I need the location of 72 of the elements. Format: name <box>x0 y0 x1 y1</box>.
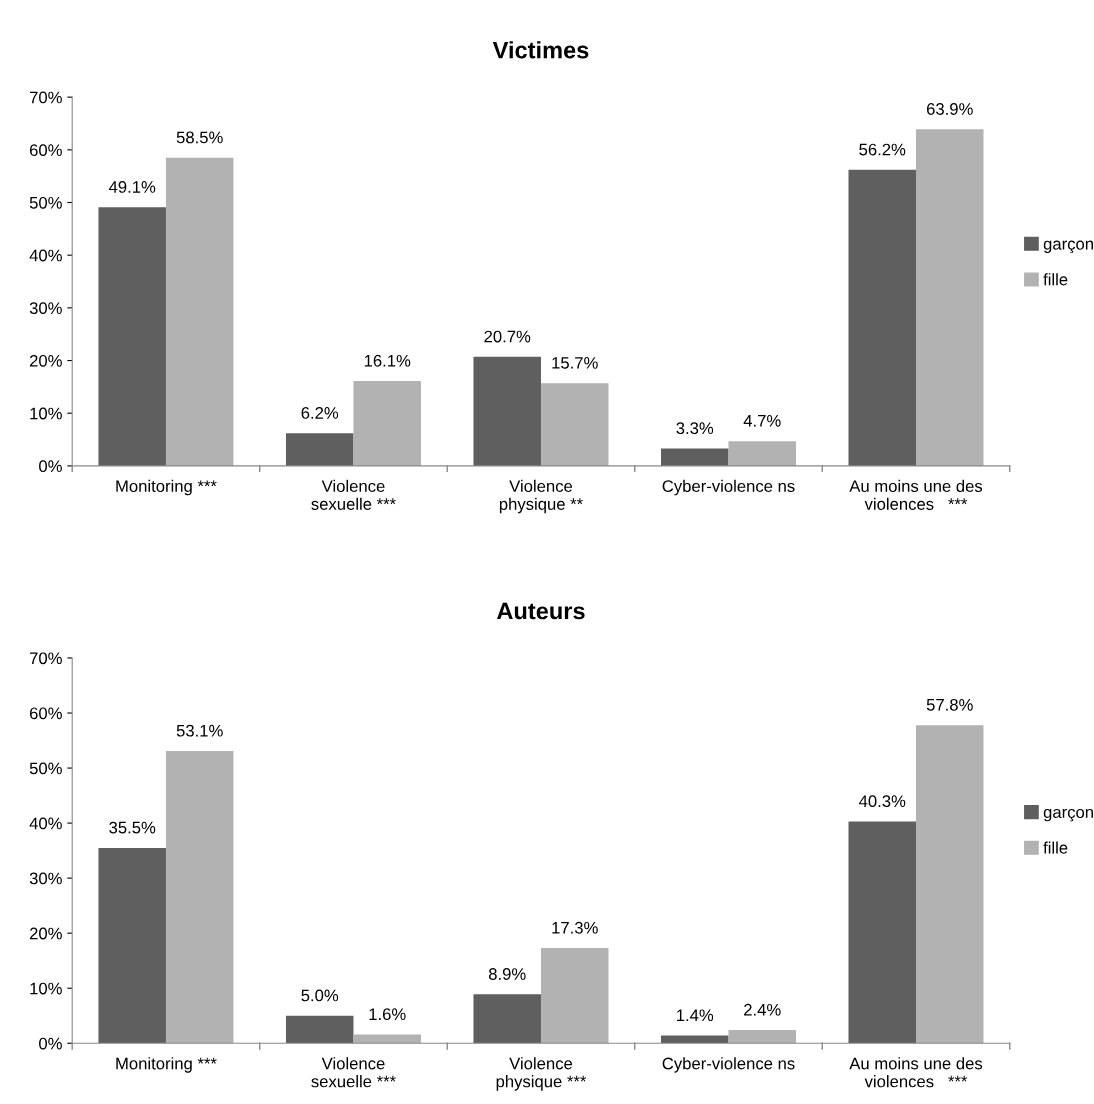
legend-label: fille <box>1043 841 1068 854</box>
y-tick-label: 70% <box>29 91 62 104</box>
bar <box>285 1015 354 1044</box>
x-tick-label: Violence physique *** <box>496 1057 587 1091</box>
bar <box>660 448 729 466</box>
y-tick-label: 0% <box>39 1037 62 1050</box>
data-label: 5.0% <box>301 989 339 1002</box>
legend-label: garçon <box>1043 240 1093 254</box>
x-tick-label: Cyber-violence ns <box>662 479 795 496</box>
x-tick-label: Au moins une des violences *** <box>849 1057 983 1088</box>
y-tick-label: 50% <box>29 196 62 209</box>
bar <box>728 441 796 466</box>
bar <box>165 157 234 466</box>
y-tick-label: 10% <box>30 407 62 420</box>
chart-title: Victimes <box>492 41 589 59</box>
x-tick-label: Violence physique ** <box>499 479 583 514</box>
y-tick-label: 70% <box>29 652 62 665</box>
data-label: 53.1% <box>176 724 223 737</box>
data-label: 16.1% <box>364 354 411 367</box>
data-label: 15.7% <box>552 357 598 369</box>
legend-label: garçon <box>1043 808 1093 822</box>
bar <box>353 381 421 466</box>
data-label: 63.9% <box>926 103 973 115</box>
legend-label: fille <box>1043 273 1068 286</box>
bar <box>165 751 234 1044</box>
y-tick-label: 40% <box>29 817 62 830</box>
data-label: 3.3% <box>676 422 714 435</box>
bar <box>98 207 166 466</box>
data-label: 1.6% <box>369 1008 406 1021</box>
data-label: 35.5% <box>109 821 156 834</box>
data-label: 20.7% <box>484 330 531 343</box>
bar <box>540 948 609 1044</box>
bar <box>848 821 917 1044</box>
bar <box>728 1030 796 1044</box>
x-tick-label: Violence sexuelle *** <box>311 479 396 510</box>
x-tick-label: Monitoring *** <box>116 479 217 496</box>
data-label: 6.2% <box>301 407 339 419</box>
chart-title: Auteurs <box>496 602 585 620</box>
bar <box>540 383 609 466</box>
bar <box>916 725 984 1044</box>
data-label: 2.4% <box>744 1003 781 1016</box>
data-label: 8.9% <box>488 968 526 980</box>
y-tick-label: 30% <box>29 872 62 885</box>
data-label: 56.2% <box>859 143 906 156</box>
y-tick-label: 20% <box>29 354 62 367</box>
x-tick-label: Monitoring *** <box>116 1057 217 1073</box>
x-tick-label: Cyber-violence ns <box>662 1057 795 1073</box>
y-tick-label: 0% <box>39 460 62 473</box>
bar <box>98 847 166 1044</box>
bar <box>285 433 354 466</box>
bar <box>660 1035 729 1044</box>
bar <box>473 356 541 466</box>
y-tick-label: 20% <box>29 927 62 940</box>
data-label: 4.7% <box>743 415 781 427</box>
data-label: 49.1% <box>108 181 156 193</box>
y-tick-label: 60% <box>29 144 62 157</box>
y-tick-label: 30% <box>29 302 62 315</box>
data-label: 40.3% <box>859 795 906 808</box>
bar <box>473 994 541 1044</box>
x-tick-label: Violence sexuelle *** <box>311 1057 396 1088</box>
bar <box>916 129 984 466</box>
y-tick-label: 60% <box>29 707 62 720</box>
data-label: 57.8% <box>926 698 973 711</box>
data-label: 17.3% <box>552 921 598 934</box>
data-label: 58.5% <box>176 131 223 144</box>
bar <box>353 1034 421 1044</box>
data-label: 1.4% <box>677 1009 714 1022</box>
y-tick-label: 10% <box>30 982 62 995</box>
bar <box>848 169 917 466</box>
y-tick-label: 40% <box>29 249 62 262</box>
x-tick-label: Au moins une des violences *** <box>849 479 983 510</box>
y-tick-label: 50% <box>29 762 62 775</box>
